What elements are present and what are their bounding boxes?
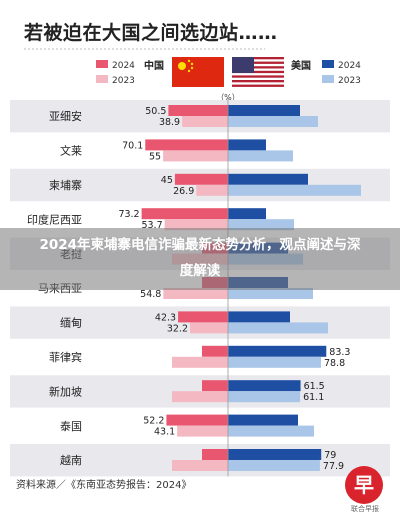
category-label: 柬埔寨 (49, 178, 82, 192)
bar-china-2023 (172, 460, 228, 471)
bar-us-2023 (228, 116, 318, 127)
source-note: 资料来源／《东南亚态势报告：2024》 (16, 480, 192, 491)
value-label-china-2024: 45 (161, 175, 173, 186)
legend-label-us-2024: 2024 (338, 61, 361, 71)
unit-label: （%） (216, 93, 240, 102)
bar-us-2023 (228, 425, 314, 437)
category-label: 缅甸 (60, 316, 82, 330)
bar-china-2023 (190, 322, 228, 334)
bar-china-2023 (196, 184, 228, 196)
us-flag-canton (232, 57, 254, 73)
value-label-china-2024: 73.2 (118, 209, 139, 220)
value-label-us-2024: 79 (324, 450, 336, 461)
value-label-us-2023: 61.1 (303, 392, 324, 403)
bar-us-2023 (228, 288, 313, 299)
category-label: 菲律宾 (49, 350, 82, 364)
legend-china-name: 中国 (144, 59, 164, 72)
bar-china-2023 (182, 116, 228, 127)
chart-title: 若被迫在大国之间选边站…… (24, 22, 278, 44)
china-flag-icon (172, 57, 224, 87)
category-label: 泰国 (60, 419, 82, 433)
bar-us-2024 (228, 105, 300, 116)
bar-china-2024 (202, 345, 228, 357)
value-label-china-2023: 53.7 (141, 220, 162, 231)
us-flag-stripe (232, 57, 284, 60)
china-flag-small-star-icon (187, 59, 191, 63)
category-label: 越南 (60, 453, 82, 467)
legend-label-us-2023: 2023 (338, 76, 361, 86)
bar-china-2023 (177, 425, 228, 437)
china-flag-small-star-icon (190, 66, 194, 70)
legend-label-china-2024: 2024 (112, 61, 135, 71)
bar-china-2023 (172, 356, 228, 368)
overlay-banner-line-1: 2024年柬埔寨电信诈骗最新态势分析，观点阐述与深 (39, 237, 361, 253)
value-label-us-2024: 83.3 (329, 347, 350, 358)
bar-china-2023 (163, 288, 228, 299)
value-label-china-2024: 70.1 (122, 140, 143, 151)
category-label: 文莱 (60, 144, 82, 158)
us-flag-stripe (232, 75, 284, 78)
overlay-banner-line-2: 度解读 (179, 263, 221, 279)
bar-china-2023 (172, 391, 228, 403)
value-label-us-2024: 61.5 (304, 381, 325, 392)
bar-china-2024 (145, 139, 228, 151)
bar-us-2024 (228, 139, 266, 151)
value-label-china-2023: 43.1 (154, 427, 175, 438)
category-label: 新加坡 (49, 384, 82, 398)
bar-us-2024 (228, 345, 327, 357)
overlay-banner-text: 2024年柬埔寨电信诈骗最新态势分析，观点阐述与深 度解读 (10, 232, 390, 284)
value-label-china-2023: 38.9 (159, 117, 180, 128)
bar-china-2024 (202, 449, 228, 460)
value-label-us-2023: 77.9 (323, 461, 344, 472)
bar-us-2023 (228, 150, 293, 162)
category-label: 印度尼西亚 (27, 212, 82, 226)
bar-us-2023 (228, 391, 301, 403)
legend-swatch-china-2023 (96, 75, 108, 83)
legend-us-name: 美国 (291, 59, 311, 72)
bar-china-2024 (141, 208, 228, 220)
us-flag-stripe (232, 70, 284, 74)
legend-swatch-us-2024 (322, 60, 334, 68)
value-label-china-2023: 26.9 (173, 186, 194, 197)
bar-china-2024 (168, 105, 228, 116)
bar-china-2024 (202, 380, 228, 392)
china-flag-big-star-icon (178, 62, 186, 70)
us-flag-stripe (232, 66, 284, 69)
bar-us-2024 (228, 449, 322, 460)
zaobao-logo-icon: 早 (345, 466, 383, 504)
bar-china-2024 (178, 311, 228, 323)
bar-us-2024 (228, 173, 308, 185)
bar-china-2024 (174, 173, 228, 185)
bar-us-2023 (228, 219, 294, 231)
overlay-banner (0, 228, 400, 290)
value-label-china-2024: 52.2 (143, 416, 164, 427)
china-flag-small-star-icon (190, 62, 194, 66)
bar-us-2024 (228, 208, 266, 220)
bar-us-2023 (228, 356, 321, 368)
bar-us-2023 (228, 322, 328, 334)
bar-us-2023 (228, 460, 320, 471)
legend-swatch-us-2023 (322, 75, 334, 83)
us-flag-stripe (232, 80, 284, 83)
value-label-china-2023: 32.2 (167, 323, 188, 334)
value-label-china-2023: 54.8 (140, 289, 161, 300)
us-flag-stripe (232, 61, 284, 64)
bar-china-2024 (166, 414, 228, 426)
china-flag-small-star-icon (187, 69, 191, 73)
bar-us-2024 (228, 380, 301, 392)
bar-china-2023 (163, 150, 228, 162)
value-label-china-2024: 42.3 (155, 312, 176, 323)
zaobao-logo-text: 联合早报 (351, 505, 379, 513)
legend-label-china-2023: 2023 (112, 76, 135, 86)
legend-swatch-china-2024 (96, 60, 108, 68)
us-flag-stripe (232, 84, 284, 87)
bar-us-2023 (228, 184, 361, 196)
category-label: 亚细安 (49, 109, 82, 123)
bar-us-2024 (228, 414, 298, 426)
value-label-china-2023: 55 (149, 151, 161, 162)
bar-china-2023 (164, 219, 228, 231)
bar-us-2024 (228, 311, 290, 323)
value-label-us-2023: 78.8 (324, 358, 345, 369)
value-label-china-2024: 50.5 (145, 106, 166, 117)
